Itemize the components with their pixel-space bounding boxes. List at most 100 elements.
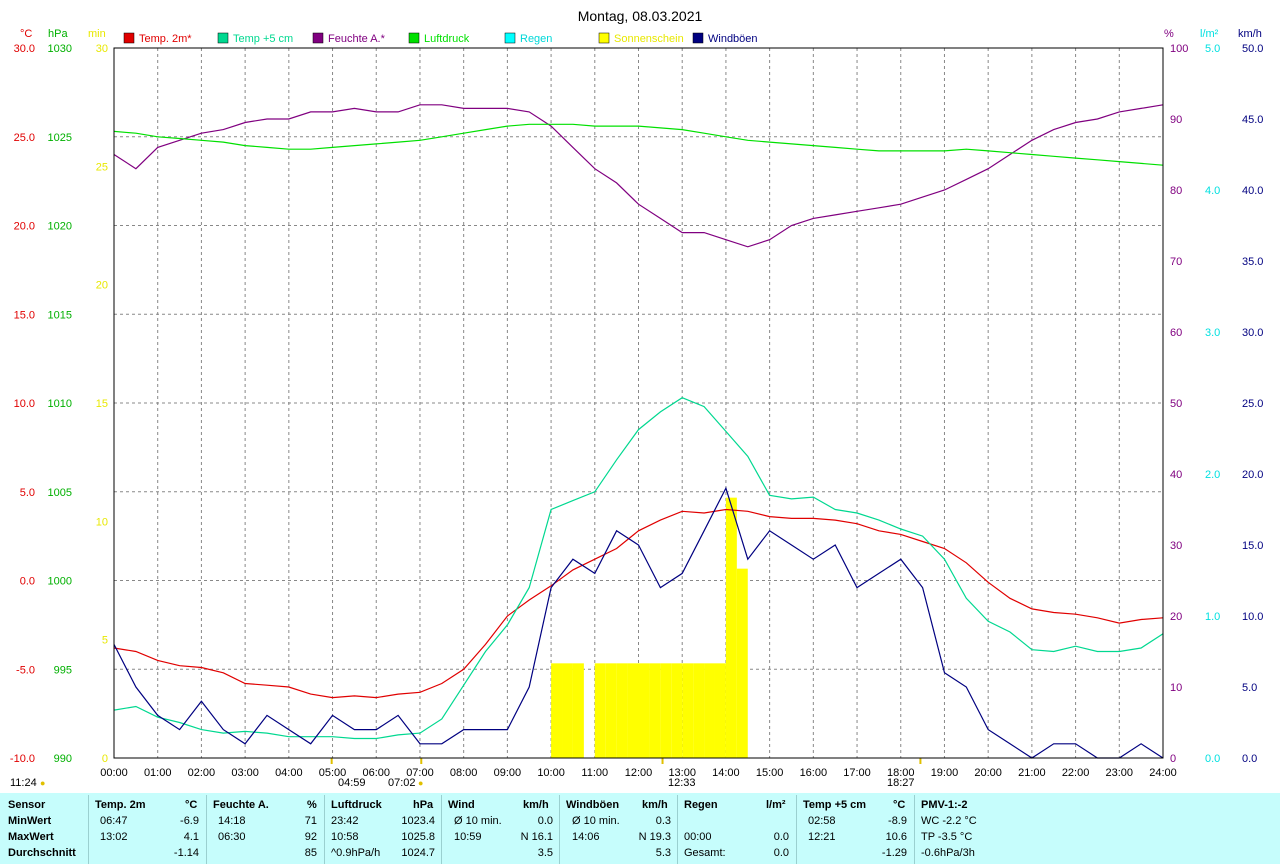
stat-press-v: 1024.7 [401, 847, 435, 859]
civil-label: 07:02 [388, 777, 416, 789]
minutes-tick-label: 10 [96, 516, 108, 528]
hour-tick-label: 05:00 [319, 767, 347, 779]
legend-label: Windböen [708, 33, 758, 45]
hour-tick-label: 02:00 [188, 767, 216, 779]
rain-tick-label: 3.0 [1205, 327, 1220, 339]
stat-rain-v: 0.0 [773, 831, 789, 843]
hour-tick-label: 08:00 [450, 767, 478, 779]
sunshine-bar [638, 663, 650, 758]
hour-tick-label: 18:00 [887, 767, 915, 779]
stat-wind-v: 3.5 [537, 847, 553, 859]
chart-grid [114, 48, 1163, 758]
hour-tick-label: 09:00 [494, 767, 522, 779]
stat-temp-t: 06:47 [100, 815, 128, 827]
stat-hum-t: 06:30 [218, 831, 246, 843]
stat-gust-t: Ø 10 min. [572, 815, 620, 827]
hour-tick-label: 00:00 [100, 767, 128, 779]
hour-tick-label: 04:00 [275, 767, 303, 779]
weather-chart: 30.025.020.015.010.05.00.0-5.0-10.010301… [10, 8, 1264, 779]
sunshine-bar [551, 663, 563, 758]
temp-tick-label: 30.0 [14, 43, 35, 55]
stat-press-v: 1025.8 [401, 831, 435, 843]
column-divider [796, 795, 797, 864]
temp-tick-label: 10.0 [14, 398, 35, 410]
hour-tick-label: 24:00 [1149, 767, 1177, 779]
unit-temp: °C [20, 28, 32, 40]
pressure-tick-label: 995 [54, 664, 72, 676]
sunshine-bar [736, 568, 748, 758]
header-hum-unit: % [307, 799, 317, 811]
unit-pressure: hPa [48, 28, 68, 40]
wind-tick-label: 20.0 [1242, 469, 1263, 481]
series-line [113, 397, 1164, 740]
stat-t5-v: -8.9 [888, 815, 907, 827]
column-divider [677, 795, 678, 864]
header-rain-unit: l/m² [766, 799, 786, 811]
hour-tick-label: 15:00 [756, 767, 784, 779]
temp-tick-label: 15.0 [14, 309, 35, 321]
temp-tick-label: 20.0 [14, 221, 35, 233]
hour-tick-label: 14:00 [712, 767, 740, 779]
wind-tick-label: 40.0 [1242, 185, 1263, 197]
minutes-tick-label: 15 [96, 398, 108, 410]
header-press: Luftdruck [331, 799, 382, 811]
chart-labels: 30.025.020.015.010.05.00.0-5.0-10.010301… [10, 28, 1264, 779]
minutes-tick-label: 20 [96, 280, 108, 292]
hour-tick-label: 12:00 [625, 767, 653, 779]
stat-pmv: WC -2.2 °C [921, 815, 977, 827]
unit-wind: km/h [1238, 28, 1262, 40]
sunshine-bar [693, 663, 705, 758]
hour-tick-label: 17:00 [843, 767, 871, 779]
legend-label: Feuchte A.* [328, 33, 386, 45]
legend-swatch [312, 32, 324, 44]
pressure-tick-label: 990 [54, 753, 72, 765]
header-rain: Regen [684, 799, 718, 811]
stat-pmv: -0.6hPa/3h [921, 847, 975, 859]
sunshine-bar [725, 497, 737, 758]
wind-tick-label: 45.0 [1242, 114, 1263, 126]
hour-tick-label: 21:00 [1018, 767, 1046, 779]
minutes-tick-label: 30 [96, 43, 108, 55]
header-press-unit: hPa [413, 799, 434, 811]
pressure-tick-label: 1010 [48, 398, 72, 410]
stat-wind-v: 0.0 [537, 815, 553, 827]
chart-lines [113, 104, 1164, 759]
stat-gust-v: 0.3 [655, 815, 671, 827]
legend-label: Temp +5 cm [233, 33, 293, 45]
plot-frame [113, 47, 1164, 759]
wind-tick-label: 0.0 [1242, 753, 1257, 765]
legend-swatch [408, 32, 420, 44]
wind-tick-label: 5.0 [1242, 682, 1257, 694]
header-temp: Temp. 2m [95, 799, 146, 811]
stat-press-v: 1023.4 [401, 815, 435, 827]
stat-rain-t: Gesamt: [684, 847, 726, 859]
stat-t5-t: 12:21 [808, 831, 836, 843]
humidity-tick-label: 0 [1170, 753, 1176, 765]
stat-temp-v: 4.1 [183, 831, 199, 843]
stat-wind-v: N 16.1 [520, 831, 553, 843]
minutes-tick-label: 0 [102, 753, 108, 765]
stat-rain-v: 0.0 [773, 847, 789, 859]
stat-temp-v: -6.9 [180, 815, 199, 827]
wind-tick-label: 30.0 [1242, 327, 1263, 339]
sunrise-label: 04:59 [338, 777, 366, 789]
stat-hum-t: 14:18 [218, 815, 246, 827]
stat-press-t: ^0.9hPa/h [331, 847, 381, 859]
header-t5-unit: °C [893, 799, 906, 811]
temp-tick-label: -5.0 [16, 664, 35, 676]
column-divider [324, 795, 325, 864]
temp-tick-label: -10.0 [10, 753, 35, 765]
stat-temp-t: 13:02 [100, 831, 128, 843]
humidity-tick-label: 80 [1170, 185, 1182, 197]
stat-t5-t: 02:58 [808, 815, 836, 827]
stat-temp-v: -1.14 [173, 847, 199, 859]
header-gust-unit: km/h [642, 799, 668, 811]
wind-tick-label: 50.0 [1242, 43, 1263, 55]
hour-tick-label: 13:00 [668, 767, 696, 779]
sunshine-bar [572, 663, 584, 758]
pressure-tick-label: 1005 [48, 487, 72, 499]
stat-t5-v: -1.29 [881, 847, 907, 859]
wind-tick-label: 10.0 [1242, 611, 1263, 623]
stat-hum-v: 92 [304, 831, 317, 843]
stat-t5-v: 10.6 [885, 831, 907, 843]
